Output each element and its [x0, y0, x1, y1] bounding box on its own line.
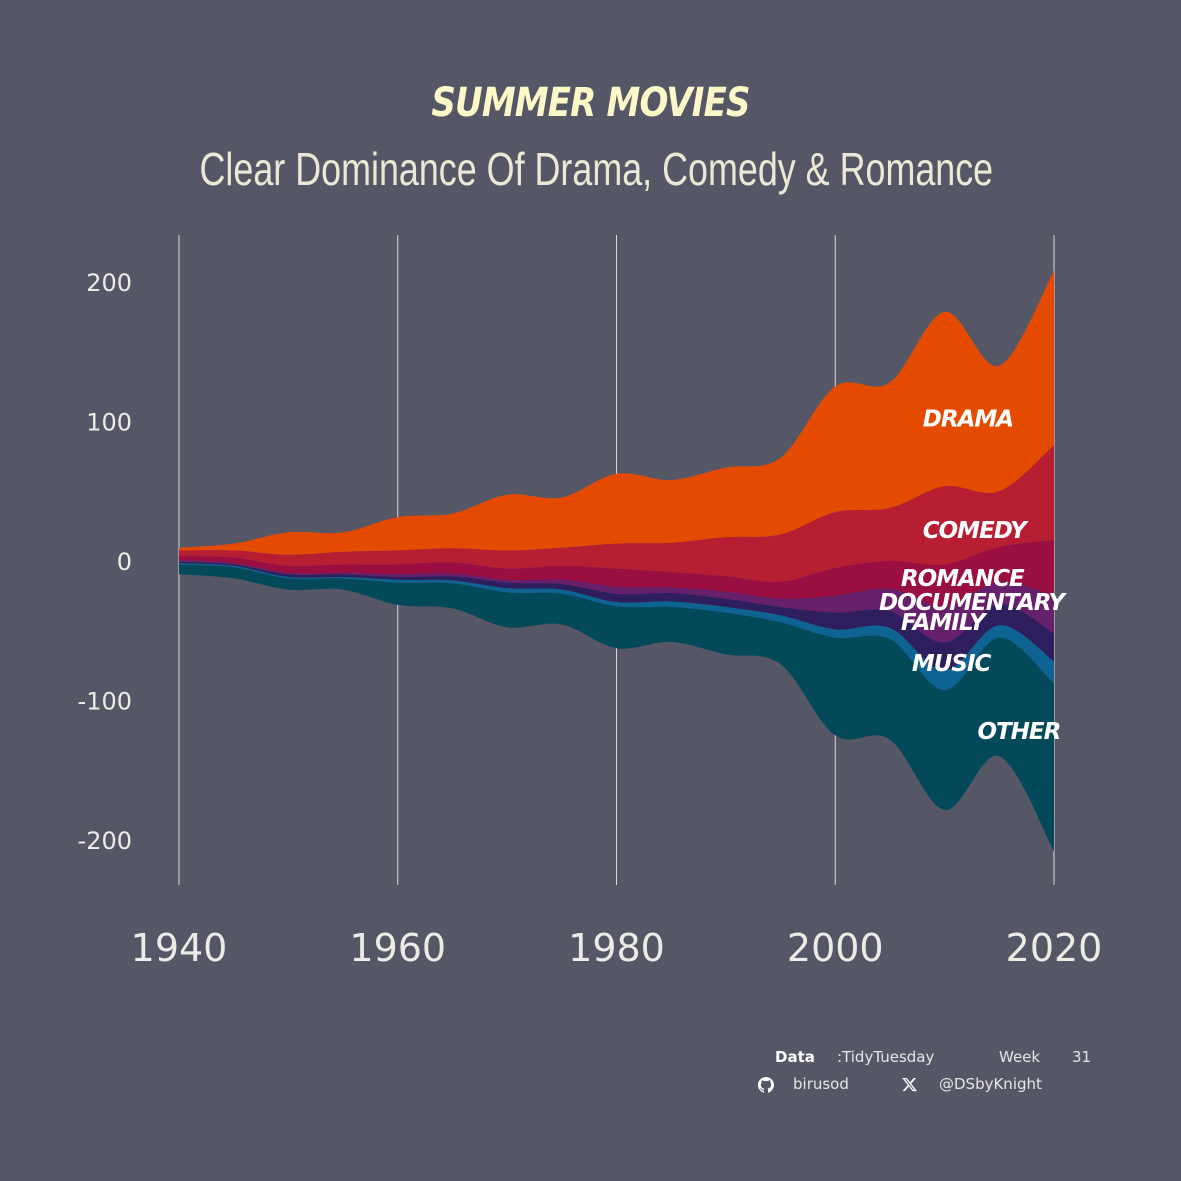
label-drama: DRAMA — [923, 407, 1013, 433]
caption-credit-row: birusod @DSbyKnight — [752, 1075, 1102, 1102]
x-axis-ticks: 1940 1960 1980 2000 2020 — [131, 926, 1103, 970]
stream-romance — [179, 540, 1054, 607]
x-tick-label: 2000 — [787, 926, 884, 970]
chart-subtitle: Clear Dominance Of Drama, Comedy & Roman… — [199, 143, 994, 195]
caption: Data :TidyTuesday Week 31 birusod @DSbyK… — [752, 1048, 1102, 1102]
x-tick-label: 2020 — [1006, 926, 1103, 970]
y-tick-label: -100 — [78, 688, 132, 716]
label-other: OTHER — [977, 719, 1060, 745]
x-tick-label: 1980 — [568, 926, 665, 970]
stream-other — [179, 564, 1054, 852]
label-comedy: COMEDY — [923, 518, 1029, 544]
caption-data-label: Data — [775, 1048, 815, 1066]
x-tick-label: 1960 — [349, 926, 446, 970]
caption-x-handle: @DSbyKnight — [939, 1075, 1042, 1093]
caption-source-row: Data :TidyTuesday Week 31 — [752, 1048, 1102, 1075]
label-documentary: DOCUMENTARY — [879, 590, 1067, 616]
stream-drama — [179, 270, 1054, 555]
x-twitter-icon[interactable] — [902, 1077, 917, 1096]
y-tick-label: 200 — [86, 269, 132, 297]
caption-data-value: :TidyTuesday — [837, 1048, 935, 1066]
label-romance: ROMANCE — [901, 566, 1025, 592]
y-axis-ticks: 200 100 0 -100 -200 — [78, 269, 132, 855]
stream-family — [179, 561, 1054, 671]
stream-comedy — [179, 445, 1054, 583]
stream-areas — [179, 270, 1054, 852]
label-music: MUSIC — [912, 651, 992, 677]
caption-week-value: 31 — [1072, 1048, 1092, 1066]
y-tick-label: 100 — [86, 409, 132, 437]
caption-github-handle: birusod — [793, 1075, 849, 1093]
chart-title: SUMMER MOVIES — [431, 80, 750, 126]
label-family: FAMILY — [901, 610, 988, 636]
y-tick-label: -200 — [78, 827, 132, 855]
stream-music — [179, 563, 1054, 691]
caption-week-label: Week — [999, 1048, 1041, 1066]
y-tick-label: 0 — [117, 548, 132, 576]
github-icon[interactable] — [758, 1077, 774, 1097]
stream-documentary — [179, 560, 1054, 643]
x-tick-label: 1940 — [131, 926, 228, 970]
